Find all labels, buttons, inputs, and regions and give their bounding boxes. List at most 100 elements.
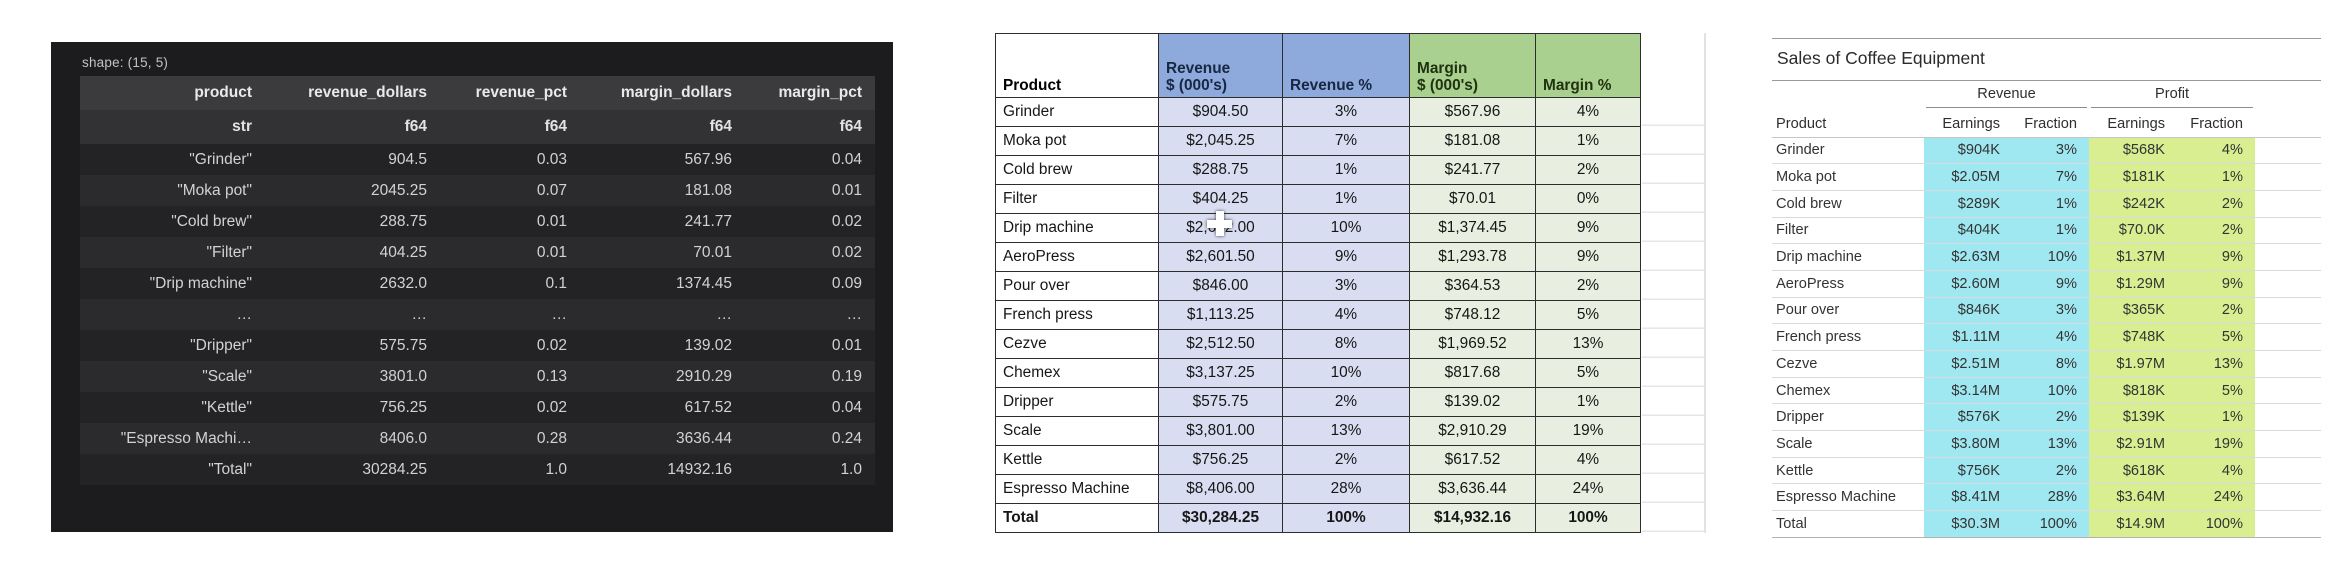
table-row: Moka pot $2,045.25 7% $181.08 1% bbox=[995, 126, 1641, 156]
spreadsheet-cell[interactable]: 10% bbox=[1282, 358, 1410, 388]
spreadsheet-cell[interactable]: $288.75 bbox=[1158, 155, 1283, 185]
report-cell: $3.64M bbox=[2089, 483, 2178, 511]
spreadsheet-cell[interactable]: 24% bbox=[1535, 474, 1641, 504]
spreadsheet-cell[interactable]: $748.12 bbox=[1409, 300, 1536, 330]
spreadsheet-cell[interactable]: 3% bbox=[1282, 271, 1410, 301]
spreadsheet-cell[interactable]: 1% bbox=[1282, 184, 1410, 214]
spreadsheet-cell[interactable]: 2% bbox=[1282, 387, 1410, 417]
spreadsheet-cell[interactable]: $3,636.44 bbox=[1409, 474, 1536, 504]
spreadsheet-cell[interactable]: $3,137.25 bbox=[1158, 358, 1283, 388]
spreadsheet-cell[interactable]: French press bbox=[995, 300, 1159, 330]
spreadsheet-cell[interactable]: Drip machine bbox=[995, 213, 1159, 243]
spreadsheet-cell[interactable]: Moka pot bbox=[995, 126, 1159, 156]
spreadsheet-cell[interactable]: 9% bbox=[1535, 242, 1641, 272]
spreadsheet-cell[interactable]: Scale bbox=[995, 416, 1159, 446]
spreadsheet-cell[interactable]: 1% bbox=[1535, 387, 1641, 417]
table-row: "Kettle" 756.25 0.02 617.52 0.04 bbox=[80, 392, 875, 423]
report-cell: 1% bbox=[2012, 189, 2090, 218]
spreadsheet-cell[interactable]: $3,801.00 bbox=[1158, 416, 1283, 446]
report-cell: $3.14M bbox=[1924, 376, 2012, 404]
spreadsheet-cell[interactable]: $2,601.50 bbox=[1158, 242, 1283, 272]
spreadsheet-cell[interactable]: 5% bbox=[1535, 358, 1641, 388]
spreadsheet-cell[interactable]: $2,512.50 bbox=[1158, 329, 1283, 359]
spreadsheet-cell[interactable]: 1% bbox=[1282, 155, 1410, 185]
spreadsheet-cell[interactable]: $1,293.78 bbox=[1409, 242, 1536, 272]
spreadsheet-cell[interactable]: $70.01 bbox=[1409, 184, 1536, 214]
spreadsheet-cell[interactable]: $241.77 bbox=[1409, 155, 1536, 185]
dataframe-cell: 617.52 bbox=[684, 398, 732, 416]
report-cell: 9% bbox=[2012, 269, 2090, 298]
spreadsheet-cell[interactable]: 1% bbox=[1535, 126, 1641, 156]
spreadsheet-cell[interactable]: 4% bbox=[1535, 445, 1641, 475]
spreadsheet-cell[interactable]: $30,284.25 bbox=[1158, 503, 1283, 533]
report-cell: $289K bbox=[1924, 189, 2012, 218]
column-header: revenue_pct bbox=[440, 76, 580, 110]
spreadsheet-cell[interactable]: 13% bbox=[1535, 329, 1641, 359]
table-row: "Grinder" 904.5 0.03 567.96 0.04 bbox=[80, 144, 875, 175]
spreadsheet-cell[interactable]: 0% bbox=[1535, 184, 1641, 214]
dataframe-cell: "Dripper" bbox=[190, 336, 252, 354]
spreadsheet-cell[interactable]: 100% bbox=[1535, 503, 1641, 533]
report-cell: $846K bbox=[1924, 296, 2012, 324]
report-cell: $1.11M bbox=[1924, 323, 2012, 351]
column-header-row: product revenue_dollars revenue_pct margin_… bbox=[80, 76, 875, 110]
spreadsheet-cell[interactable]: $575.75 bbox=[1158, 387, 1283, 417]
spreadsheet-cell[interactable]: 4% bbox=[1535, 97, 1641, 127]
spreadsheet-cell[interactable]: Espresso Machine bbox=[995, 474, 1159, 504]
header-cell-product[interactable]: Product bbox=[995, 33, 1159, 98]
spreadsheet-cell[interactable]: 7% bbox=[1282, 126, 1410, 156]
spreadsheet-cell[interactable]: 10% bbox=[1282, 213, 1410, 243]
spreadsheet-cell[interactable]: Filter bbox=[995, 184, 1159, 214]
spreadsheet-cell[interactable]: 28% bbox=[1282, 474, 1410, 504]
header-cell-margin-pct[interactable]: Margin % bbox=[1535, 33, 1641, 98]
spreadsheet-cell[interactable]: 2% bbox=[1535, 155, 1641, 185]
header-cell-margin-dollars[interactable]: Margin $ (000's) bbox=[1409, 33, 1536, 98]
spreadsheet-cell[interactable]: $139.02 bbox=[1409, 387, 1536, 417]
spreadsheet-cell[interactable]: 3% bbox=[1282, 97, 1410, 127]
header-cell-revenue-pct[interactable]: Revenue % bbox=[1282, 33, 1410, 98]
excel-table: Product Revenue $ (000's) Revenue % Marg… bbox=[995, 33, 1641, 533]
spreadsheet-cell[interactable]: 9% bbox=[1282, 242, 1410, 272]
spreadsheet-cell[interactable]: $2,910.29 bbox=[1409, 416, 1536, 446]
spreadsheet-cell[interactable]: $8,406.00 bbox=[1158, 474, 1283, 504]
report-cell: $568K bbox=[2089, 137, 2178, 164]
spreadsheet-cell[interactable]: AeroPress bbox=[995, 242, 1159, 272]
spreadsheet-cell[interactable]: Cezve bbox=[995, 329, 1159, 359]
spreadsheet-cell[interactable]: $14,932.16 bbox=[1409, 503, 1536, 533]
spreadsheet-cell[interactable]: 13% bbox=[1282, 416, 1410, 446]
spreadsheet-cell[interactable]: $756.25 bbox=[1158, 445, 1283, 475]
spreadsheet-cell[interactable]: $1,969.52 bbox=[1409, 329, 1536, 359]
spreadsheet-cell[interactable]: 2% bbox=[1282, 445, 1410, 475]
spreadsheet-cell[interactable]: $2,045.25 bbox=[1158, 126, 1283, 156]
spreadsheet-cell[interactable]: 5% bbox=[1535, 300, 1641, 330]
spreadsheet-cell[interactable]: Cold brew bbox=[995, 155, 1159, 185]
spreadsheet-cell[interactable]: $404.25 bbox=[1158, 184, 1283, 214]
spreadsheet-cell[interactable]: 2% bbox=[1535, 271, 1641, 301]
spreadsheet-cell[interactable]: $904.50 bbox=[1158, 97, 1283, 127]
spreadsheet-cell[interactable]: $1,374.45 bbox=[1409, 213, 1536, 243]
spreadsheet-cell[interactable]: Kettle bbox=[995, 445, 1159, 475]
gutter-cell bbox=[2255, 269, 2322, 298]
spreadsheet-cell[interactable]: 100% bbox=[1282, 503, 1410, 533]
spreadsheet-cell[interactable]: $567.96 bbox=[1409, 97, 1536, 127]
spreadsheet-cell[interactable]: 8% bbox=[1282, 329, 1410, 359]
dataframe-cell: … bbox=[551, 305, 568, 323]
dataframe-cell: 2632.0 bbox=[379, 274, 427, 292]
spreadsheet-cell[interactable]: 19% bbox=[1535, 416, 1641, 446]
spreadsheet-cell[interactable]: Total bbox=[995, 503, 1159, 533]
spreadsheet-cell[interactable]: $181.08 bbox=[1409, 126, 1536, 156]
spreadsheet-cell[interactable]: Grinder bbox=[995, 97, 1159, 127]
group-header-profit: Profit bbox=[2089, 81, 2255, 108]
spreadsheet-cell[interactable]: Chemex bbox=[995, 358, 1159, 388]
spreadsheet-cell[interactable]: $817.68 bbox=[1409, 358, 1536, 388]
spreadsheet-cell[interactable]: $1,113.25 bbox=[1158, 300, 1283, 330]
spreadsheet-cell[interactable]: Dripper bbox=[995, 387, 1159, 417]
spreadsheet-cell[interactable]: $846.00 bbox=[1158, 271, 1283, 301]
header-cell-revenue-dollars[interactable]: Revenue $ (000's) bbox=[1158, 33, 1283, 98]
spreadsheet-cell[interactable]: 4% bbox=[1282, 300, 1410, 330]
spreadsheet-cell[interactable]: Pour over bbox=[995, 271, 1159, 301]
spreadsheet-cell[interactable]: $617.52 bbox=[1409, 445, 1536, 475]
spreadsheet-cell[interactable]: $364.53 bbox=[1409, 271, 1536, 301]
spreadsheet-cell[interactable]: 9% bbox=[1535, 213, 1641, 243]
gutter-cell bbox=[2255, 243, 2322, 271]
